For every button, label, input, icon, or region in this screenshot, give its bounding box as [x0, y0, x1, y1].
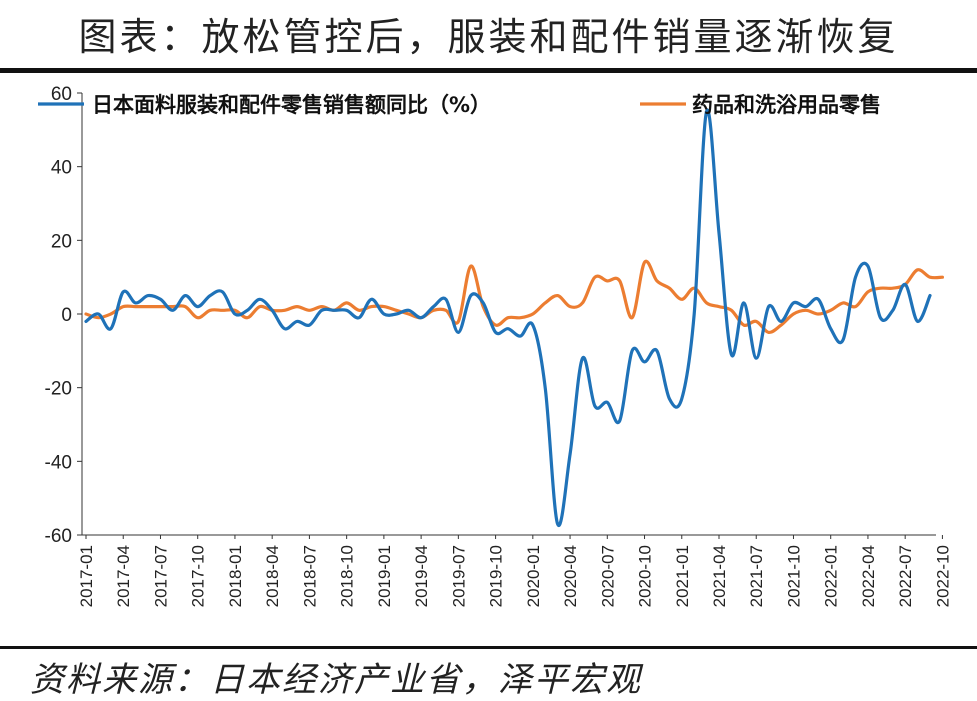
x-tick-label: 2018-10	[338, 545, 357, 607]
legend-label-2: 药品和洗浴用品零售	[692, 93, 881, 117]
source-note: 资料来源：日本经济产业省，泽平宏观	[30, 660, 642, 700]
y-tick-label: 60	[51, 84, 72, 105]
x-tick-label: 2018-07	[300, 545, 319, 607]
x-tick-label: 2021-04	[710, 545, 729, 607]
x-tick-label: 2017-10	[189, 545, 208, 607]
x-tick-label: 2022-04	[859, 545, 878, 607]
x-tick-label: 2021-07	[747, 545, 766, 607]
y-tick-label: -40	[45, 452, 72, 473]
y-tick-label: 0	[61, 305, 72, 326]
x-tick-label: 2022-07	[896, 545, 915, 607]
axes: -60 -40 -20 0 20 40 60 2017-01 2017-04 2017-07 201…	[45, 84, 953, 607]
x-tick-label: 2017-01	[77, 545, 96, 607]
page-title: 图表：放松管控后，服装和配件销量逐渐恢复	[78, 15, 899, 59]
series-lines	[84, 108, 944, 528]
x-tick-label: 2017-07	[151, 545, 170, 607]
legend: 日本面料服装和配件零售销售额同比（%） 药品和洗浴用品零售	[38, 93, 881, 117]
x-tick-label: 2020-04	[561, 545, 580, 607]
y-tick-label: -20	[45, 379, 72, 400]
x-tick-label: 2020-10	[636, 545, 655, 607]
line-chart: -60 -40 -20 0 20 40 60 2017-01 2017-04 2017-07 201…	[38, 84, 953, 607]
x-tick-label: 2019-04	[412, 545, 431, 607]
x-tick-label: 2021-01	[673, 545, 692, 607]
x-tick-label: 2019-10	[487, 545, 506, 607]
top-rule	[0, 68, 977, 73]
x-tick-label: 2017-04	[114, 545, 133, 607]
y-tick-label: -60	[45, 526, 72, 547]
x-tick-label: 2019-01	[375, 545, 394, 607]
x-tick-label: 2021-10	[784, 545, 803, 607]
y-tick-label: 40	[51, 158, 72, 179]
x-tick-label: 2022-10	[933, 545, 952, 607]
series-line-2	[84, 259, 944, 335]
bottom-rule	[0, 646, 977, 649]
x-tick-label: 2018-01	[226, 545, 245, 607]
y-tick-label: 20	[51, 231, 72, 252]
x-tick-label: 2020-01	[524, 545, 543, 607]
x-tick-label: 2018-04	[263, 545, 282, 607]
x-tick-label: 2019-07	[449, 545, 468, 607]
x-tick-label: 2020-07	[598, 545, 617, 607]
series-line-1	[84, 108, 932, 528]
legend-label-1: 日本面料服装和配件零售销售额同比（%）	[92, 93, 491, 117]
x-tick-label: 2022-01	[822, 545, 841, 607]
